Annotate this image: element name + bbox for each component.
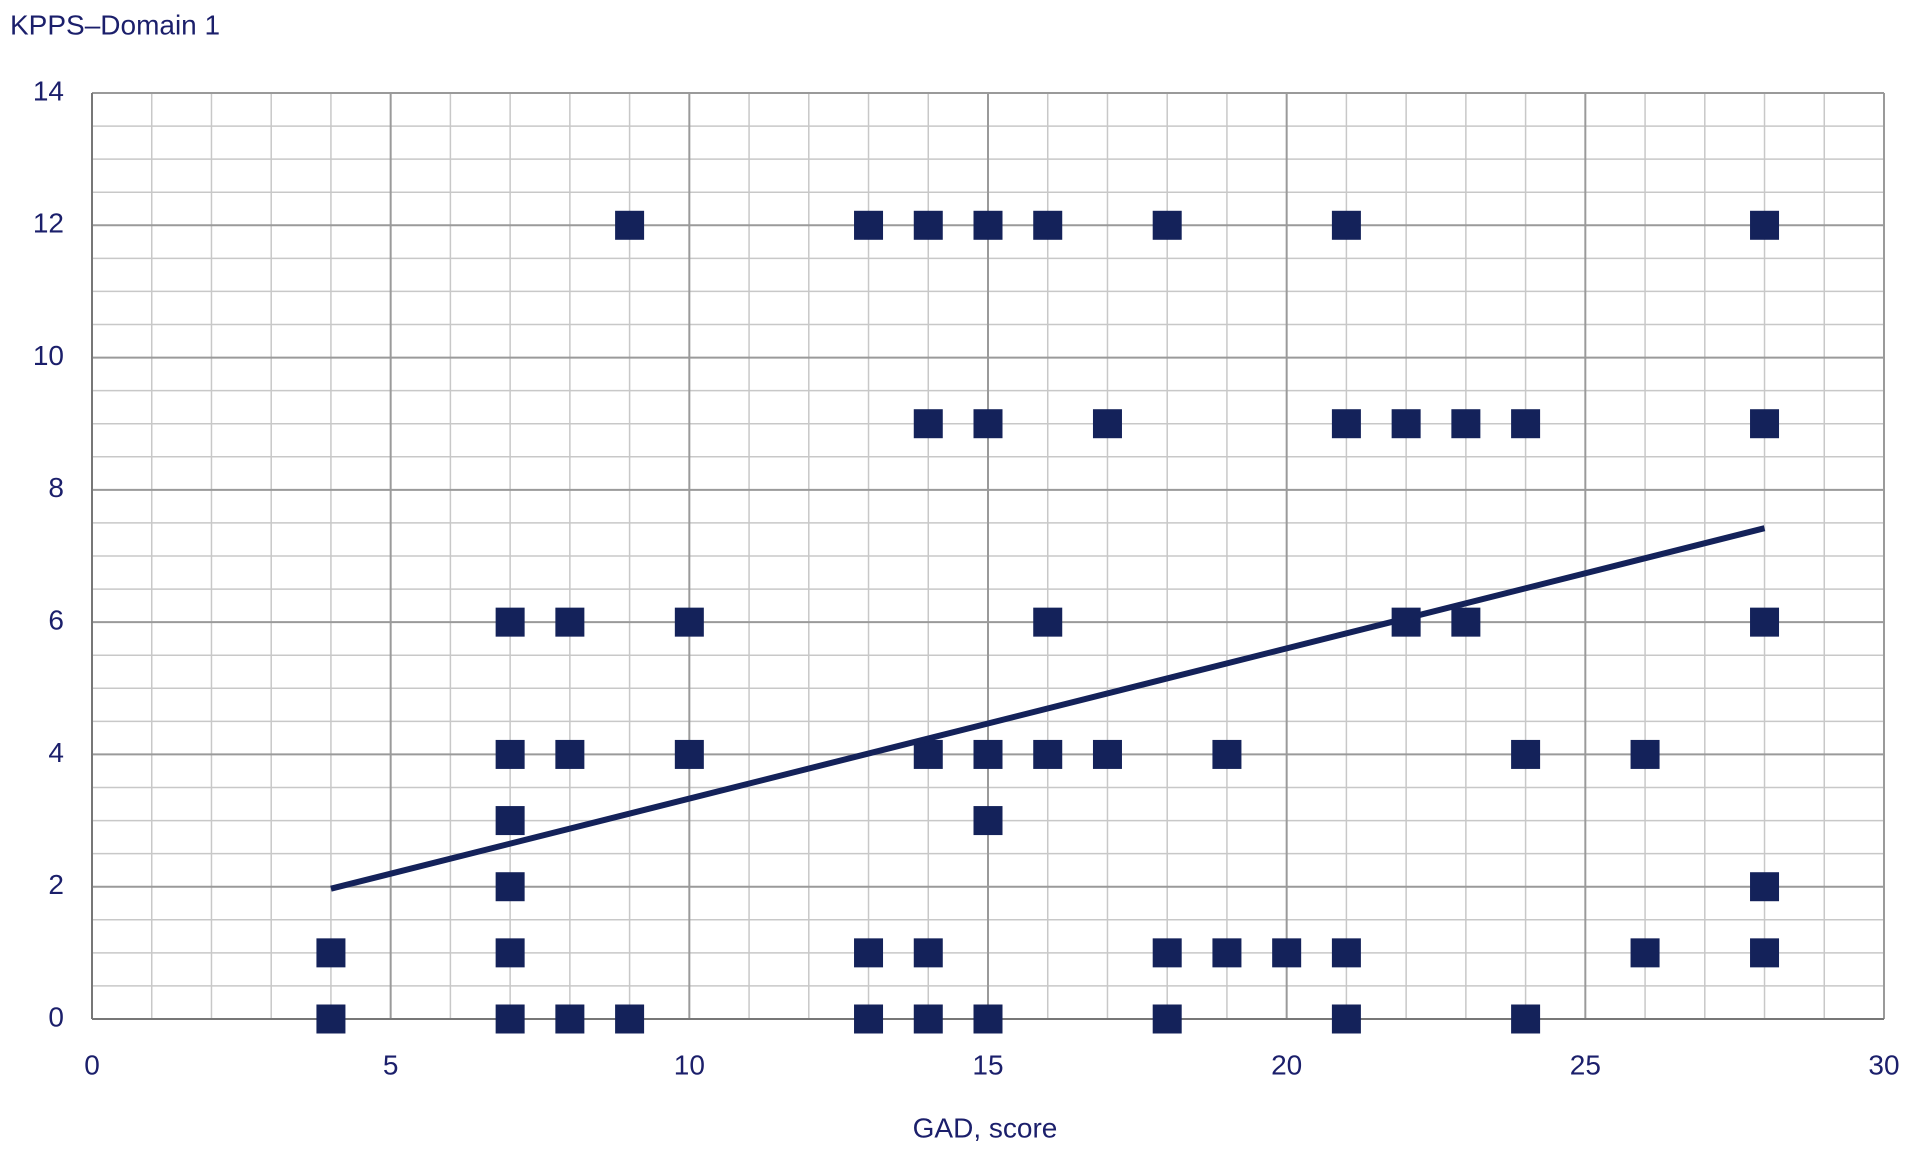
point xyxy=(1212,739,1242,769)
y-tick-label: 8 xyxy=(48,472,64,503)
y-tick-label: 14 xyxy=(33,75,64,106)
point xyxy=(1152,210,1182,240)
point xyxy=(495,806,525,836)
point xyxy=(1750,872,1780,902)
point xyxy=(1152,938,1182,968)
point xyxy=(1033,210,1063,240)
point xyxy=(913,1004,943,1034)
x-tick-label: 20 xyxy=(1271,1049,1302,1080)
y-tick-label: 12 xyxy=(33,208,64,239)
point xyxy=(1033,607,1063,637)
point xyxy=(1750,409,1780,439)
point xyxy=(1750,210,1780,240)
y-tick-label: 2 xyxy=(48,869,64,900)
point xyxy=(555,1004,585,1034)
point xyxy=(973,739,1003,769)
y-axis-title: KPPS–Domain 1 xyxy=(10,9,220,40)
point xyxy=(1272,938,1302,968)
point xyxy=(674,607,704,637)
x-tick-label: 15 xyxy=(972,1049,1003,1080)
point xyxy=(1750,938,1780,968)
point xyxy=(1152,1004,1182,1034)
point xyxy=(1331,409,1361,439)
point xyxy=(913,739,943,769)
point xyxy=(1630,938,1660,968)
point xyxy=(495,938,525,968)
point xyxy=(615,1004,645,1034)
point xyxy=(1750,607,1780,637)
point xyxy=(674,739,704,769)
y-tick-label: 4 xyxy=(48,737,64,768)
point xyxy=(1212,938,1242,968)
point xyxy=(495,1004,525,1034)
point xyxy=(973,1004,1003,1034)
point xyxy=(1451,409,1481,439)
y-tick-label: 6 xyxy=(48,605,64,636)
point xyxy=(615,210,645,240)
y-tick-label: 10 xyxy=(33,340,64,371)
x-tick-label: 5 xyxy=(383,1049,399,1080)
point xyxy=(316,938,346,968)
point xyxy=(555,739,585,769)
point xyxy=(973,210,1003,240)
x-tick-label: 30 xyxy=(1868,1049,1899,1080)
point xyxy=(1331,210,1361,240)
point xyxy=(1033,739,1063,769)
point xyxy=(1511,409,1541,439)
point xyxy=(1092,409,1122,439)
point xyxy=(1511,1004,1541,1034)
point xyxy=(495,607,525,637)
point xyxy=(1451,607,1481,637)
point xyxy=(1391,409,1421,439)
point xyxy=(1092,739,1122,769)
point xyxy=(913,938,943,968)
point xyxy=(854,938,884,968)
point xyxy=(854,210,884,240)
point xyxy=(1331,938,1361,968)
point xyxy=(316,1004,346,1034)
x-axis-title: GAD, score xyxy=(913,1112,1058,1143)
point xyxy=(913,409,943,439)
point xyxy=(854,1004,884,1034)
point xyxy=(1511,739,1541,769)
trend-line xyxy=(330,525,1766,892)
point xyxy=(1331,1004,1361,1034)
x-tick-label: 10 xyxy=(674,1049,705,1080)
point xyxy=(973,806,1003,836)
point xyxy=(913,210,943,240)
point xyxy=(555,607,585,637)
point xyxy=(1630,739,1660,769)
x-tick-label: 0 xyxy=(84,1049,100,1080)
point xyxy=(495,872,525,902)
point xyxy=(495,739,525,769)
y-tick-label: 0 xyxy=(48,1001,64,1032)
point xyxy=(973,409,1003,439)
x-tick-label: 25 xyxy=(1570,1049,1601,1080)
